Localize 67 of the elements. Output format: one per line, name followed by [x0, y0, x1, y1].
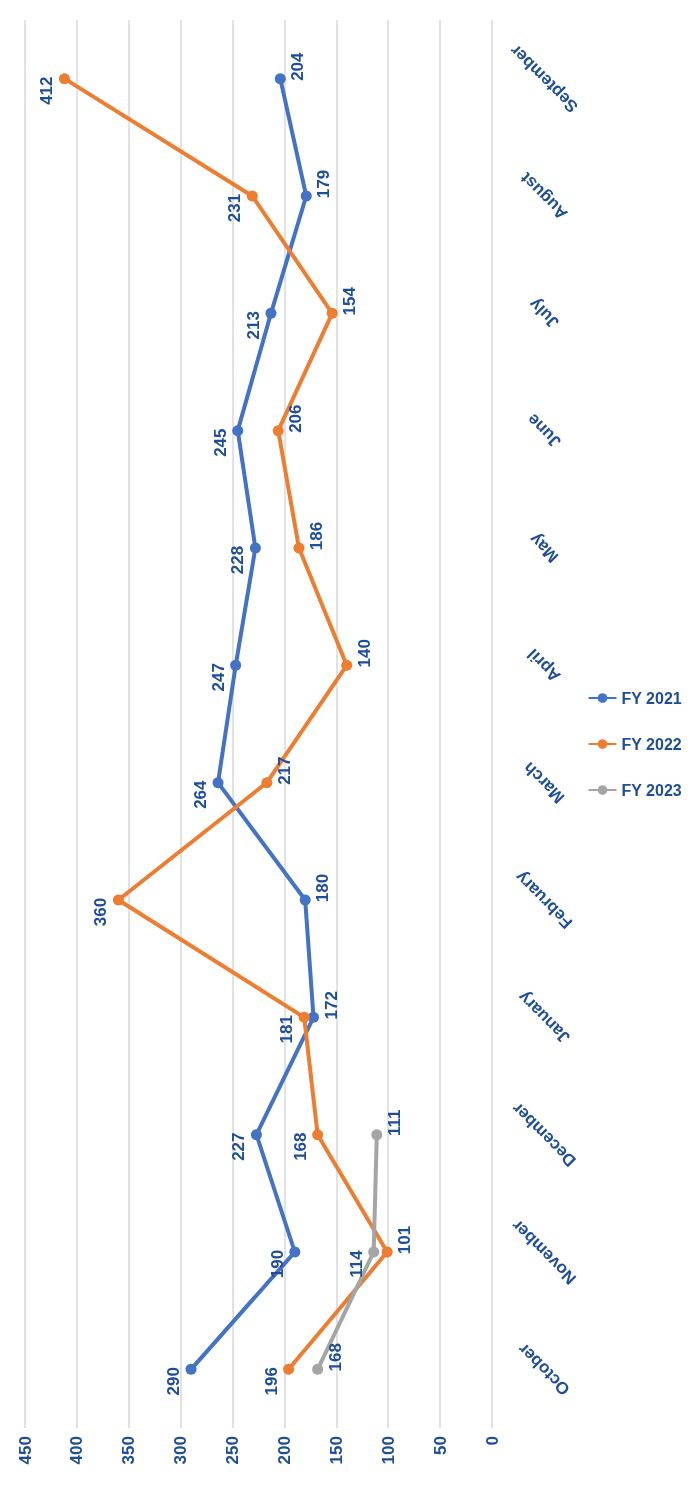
point	[58, 73, 70, 85]
point	[308, 1011, 319, 1023]
point	[261, 777, 273, 789]
point	[300, 190, 312, 202]
y-tick-label: July	[524, 294, 563, 333]
x-tick-label: 350	[119, 1436, 139, 1465]
data-label: 247	[208, 663, 228, 692]
point	[230, 659, 242, 671]
x-tick-label: 150	[326, 1436, 346, 1465]
data-label: 217	[274, 756, 294, 785]
point	[112, 894, 124, 906]
data-label: 231	[225, 193, 245, 223]
data-label: 412	[37, 76, 57, 105]
data-label: 181	[277, 1015, 297, 1044]
data-label: 154	[340, 286, 360, 316]
legend-label: FY 2022	[621, 735, 682, 753]
data-label: 227	[229, 1132, 249, 1161]
data-label: 180	[313, 873, 333, 903]
point	[212, 777, 224, 789]
data-label: 228	[228, 545, 248, 575]
point	[250, 1129, 262, 1141]
point	[232, 425, 244, 437]
data-label: 172	[321, 991, 341, 1020]
x-tick-label: 450	[15, 1436, 35, 1465]
x-tick-label: 250	[223, 1436, 243, 1465]
point	[371, 1129, 383, 1141]
data-label: 101	[395, 1225, 415, 1255]
data-label: 204	[288, 51, 308, 81]
data-label: 206	[286, 404, 306, 433]
point	[312, 1129, 324, 1141]
x-tick-label: 300	[171, 1436, 191, 1465]
point	[265, 307, 277, 319]
point	[293, 542, 305, 554]
data-label: 245	[210, 428, 230, 457]
legend-label: FY 2021	[621, 689, 682, 707]
point	[312, 1363, 324, 1375]
data-label: 114	[346, 1249, 366, 1278]
point	[185, 1363, 197, 1375]
point	[246, 190, 258, 202]
data-label: 196	[261, 1367, 281, 1396]
x-tick-label: 50	[430, 1436, 450, 1455]
data-label: 168	[325, 1343, 345, 1372]
data-label: 264	[191, 779, 211, 809]
point	[283, 1363, 295, 1375]
point	[298, 1011, 310, 1023]
point	[289, 1246, 301, 1258]
data-label: 111	[384, 1109, 404, 1136]
legend-label: FY 2023	[621, 781, 682, 799]
point	[341, 659, 353, 671]
data-label: 140	[354, 639, 374, 668]
data-label: 360	[91, 897, 111, 927]
point	[381, 1246, 393, 1258]
x-tick-label: 100	[378, 1436, 398, 1465]
point	[368, 1246, 380, 1258]
point	[274, 73, 286, 85]
point	[299, 894, 311, 906]
point	[249, 542, 261, 554]
x-tick-label: 200	[274, 1436, 294, 1465]
data-label: 186	[306, 521, 326, 551]
data-label: 168	[290, 1132, 310, 1161]
point	[272, 425, 284, 437]
x-tick-label: 0	[482, 1436, 502, 1446]
data-label: 290	[164, 1367, 184, 1396]
x-tick-label: 400	[67, 1436, 87, 1465]
data-label: 179	[314, 169, 334, 199]
point	[326, 307, 338, 319]
data-label: 213	[243, 311, 263, 340]
